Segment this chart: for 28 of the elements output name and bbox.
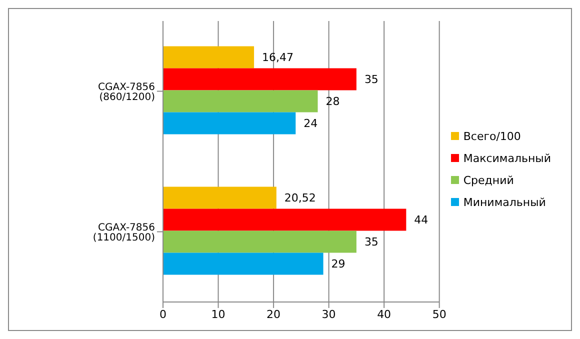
bar bbox=[163, 186, 276, 209]
data-label: 28 bbox=[326, 95, 340, 108]
x-tick-label: 10 bbox=[211, 308, 226, 321]
y-tick-label: CGAX-7856 (1100/1500) bbox=[92, 222, 156, 244]
data-label: 35 bbox=[364, 73, 378, 86]
bar bbox=[163, 208, 406, 231]
bar bbox=[163, 68, 356, 90]
data-label: 29 bbox=[331, 258, 346, 271]
data-label: 24 bbox=[304, 117, 318, 130]
x-tick-label: 30 bbox=[322, 308, 336, 321]
bar bbox=[163, 46, 254, 68]
legend-label: Минимальный bbox=[463, 196, 546, 208]
bar bbox=[163, 90, 318, 112]
y-tick-label: CGAX-7856 (860/1200) bbox=[98, 82, 156, 103]
x-tick-label: 0 bbox=[160, 308, 166, 321]
legend-label: Максимальный bbox=[463, 152, 551, 164]
data-label: 16,47 bbox=[262, 51, 294, 64]
bar bbox=[163, 252, 324, 275]
x-tick-label: 20 bbox=[266, 308, 281, 321]
data-label: 35 bbox=[364, 236, 378, 249]
x-tick-label: 50 bbox=[432, 308, 446, 321]
data-label: 44 bbox=[414, 214, 428, 227]
data-label: 20,52 bbox=[284, 192, 316, 205]
legend-label: Средний bbox=[463, 174, 514, 186]
legend-label: Всего/100 bbox=[463, 130, 521, 142]
x-tick-label: 40 bbox=[377, 308, 392, 321]
bar bbox=[163, 112, 296, 134]
bar bbox=[163, 230, 356, 253]
